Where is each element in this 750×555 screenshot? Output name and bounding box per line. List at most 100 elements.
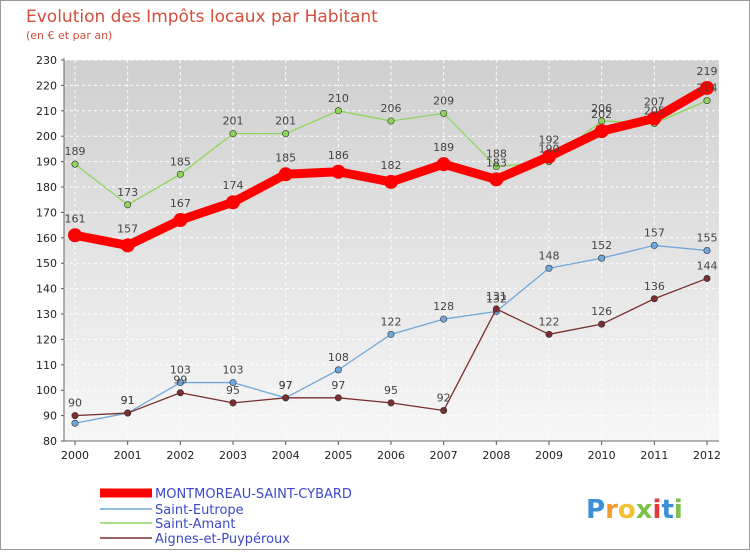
data-point	[440, 109, 448, 117]
data-label: 183	[486, 156, 507, 169]
data-label: 207	[644, 95, 665, 108]
data-point	[703, 247, 711, 255]
data-label: 192	[539, 134, 560, 147]
data-point	[120, 238, 135, 253]
y-tick-label: 130	[36, 308, 57, 321]
data-point	[176, 389, 184, 397]
data-label: 128	[433, 300, 454, 313]
chart-title: Evolution des Impôts locaux par Habitant	[26, 7, 378, 27]
data-label: 103	[223, 364, 244, 377]
data-label: 122	[381, 315, 402, 328]
data-point	[387, 117, 395, 125]
data-point	[229, 130, 237, 138]
data-label: 108	[328, 351, 349, 364]
data-point	[124, 201, 132, 209]
x-tick-label: 2005	[324, 449, 352, 462]
data-label: 219	[697, 65, 718, 78]
data-label: 95	[226, 384, 240, 397]
data-label: 136	[644, 280, 665, 293]
data-label: 185	[275, 151, 296, 164]
data-label: 97	[331, 379, 345, 392]
data-label: 205	[644, 105, 665, 118]
data-point	[440, 407, 448, 415]
y-tick-label: 190	[36, 156, 57, 169]
data-label: 161	[65, 212, 86, 225]
x-tick-label: 2000	[61, 449, 89, 462]
legend-label: Saint-Amant	[155, 517, 235, 532]
axes: 8090100110120130140150160170180190200210…	[36, 54, 721, 462]
data-point	[71, 419, 79, 427]
y-tick-label: 140	[36, 283, 57, 296]
data-label: 167	[170, 197, 191, 210]
data-label: 188	[486, 148, 507, 161]
data-point	[598, 320, 606, 328]
data-label: 206	[381, 102, 402, 115]
data-label: 182	[381, 159, 402, 172]
data-label: 209	[433, 94, 454, 107]
data-point	[545, 330, 553, 338]
data-point	[68, 228, 82, 243]
series-group	[68, 80, 714, 427]
data-label: 91	[121, 394, 135, 407]
data-labels: 161 157 167 174 185 186 182 189 183 192 202 207 219 9…	[65, 65, 718, 410]
data-label: 190	[539, 143, 560, 156]
data-label: 103	[170, 364, 191, 377]
data-point	[703, 97, 711, 105]
y-tick-label: 100	[36, 384, 57, 397]
data-point	[489, 172, 504, 187]
data-point	[331, 164, 346, 179]
data-point	[226, 195, 240, 210]
legend-label: Aignes-et-Puypéroux	[155, 532, 290, 547]
data-point	[647, 111, 662, 126]
proxiti-logo: Proxiti	[586, 495, 683, 525]
data-point	[650, 241, 658, 249]
data-label: 97	[279, 379, 293, 392]
y-tick-label: 180	[36, 181, 57, 194]
y-tick-label: 170	[36, 206, 57, 219]
data-point	[594, 124, 609, 139]
x-tick-label: 2006	[377, 449, 405, 462]
x-tick-label: 2008	[482, 449, 510, 462]
x-tick-label: 2003	[219, 449, 247, 462]
data-label: 122	[539, 315, 560, 328]
y-tick-label: 160	[36, 232, 57, 245]
data-label: 92	[437, 392, 451, 405]
data-label: 132	[486, 292, 507, 305]
data-label: 97	[279, 379, 293, 392]
data-label: 206	[591, 102, 612, 115]
data-point	[282, 130, 290, 138]
y-tick-label: 150	[36, 257, 57, 270]
data-point	[173, 213, 188, 228]
data-point	[229, 379, 237, 387]
data-point	[703, 274, 711, 282]
data-point	[387, 330, 395, 338]
data-point	[700, 80, 714, 95]
data-label: 155	[697, 232, 718, 245]
data-point	[440, 315, 448, 323]
legend: MONTMOREAU-SAINT-CYBARDSaint-EutropeSain…	[100, 487, 352, 547]
y-tick-label: 120	[36, 333, 57, 346]
x-tick-label: 2007	[430, 449, 458, 462]
brand-text: Proxiti	[586, 495, 683, 525]
data-point	[176, 379, 184, 387]
y-tick-label: 90	[43, 410, 57, 423]
data-label: 201	[275, 115, 296, 128]
legend-label: MONTMOREAU-SAINT-CYBARD	[155, 487, 352, 502]
data-label: 152	[591, 239, 612, 252]
data-point	[492, 305, 500, 313]
y-tick-label: 200	[36, 130, 57, 143]
data-label: 185	[170, 155, 191, 168]
data-point	[545, 264, 553, 272]
data-label: 126	[591, 305, 612, 318]
x-tick-label: 2010	[588, 449, 616, 462]
data-label: 189	[433, 141, 454, 154]
data-point	[334, 107, 342, 115]
x-tick-label: 2009	[535, 449, 563, 462]
data-label: 95	[384, 384, 398, 397]
y-tick-label: 110	[36, 359, 57, 372]
data-label: 90	[68, 397, 82, 410]
data-point	[334, 366, 342, 374]
data-point	[71, 160, 79, 168]
